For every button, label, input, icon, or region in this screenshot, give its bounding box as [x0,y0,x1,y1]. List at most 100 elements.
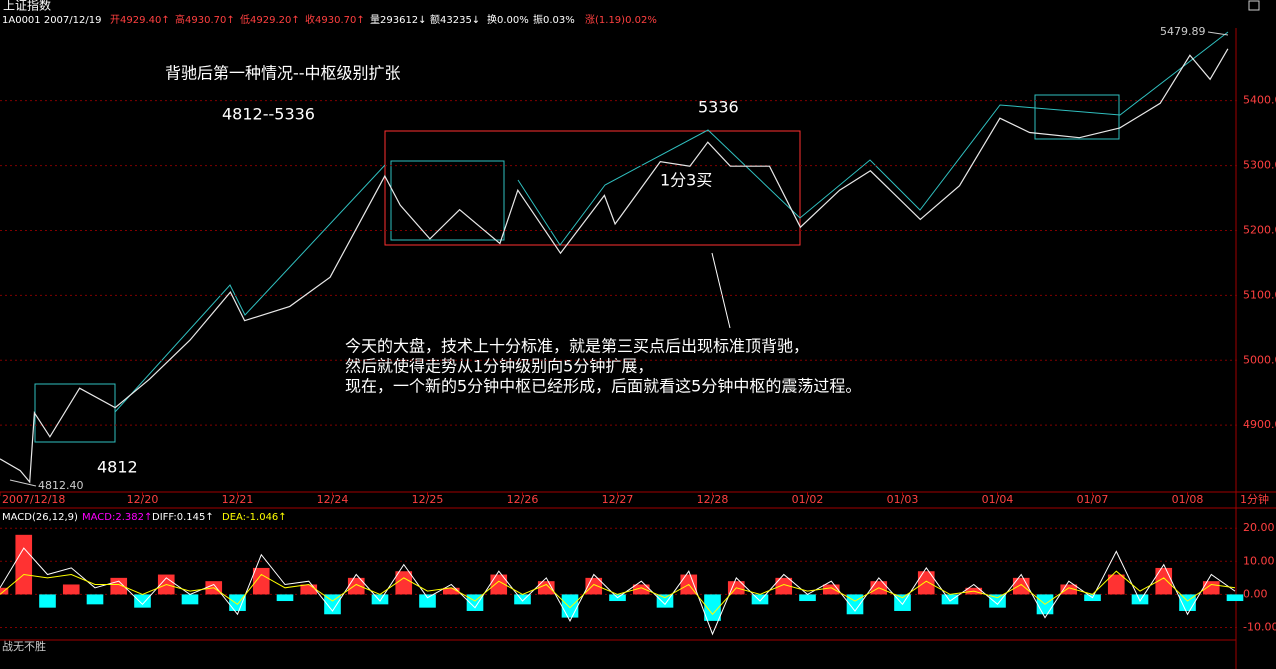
index-title: 上证指数 [3,0,51,13]
x-tick-label: 12/25 [412,493,444,506]
y-tick-label: 5300.0 [1243,159,1276,172]
macd-bar [86,594,104,605]
macd-bar [324,594,341,615]
turnover: 换0.00% [487,13,529,26]
macd-bar [941,594,959,605]
close: 收4930.70↑ [305,13,365,26]
volume: 量293612↓ [370,14,427,26]
macd-bar [894,594,911,611]
macd-bar [846,594,864,615]
macd-bar [371,594,389,605]
macd-bar [751,594,769,605]
x-tick-label: 12/27 [602,493,634,506]
quote-bar: 1A0001 2007/12/19 开4929.40↑ 高4930.70↑ 低4… [2,13,657,26]
legend-entry: MACD:2.382↑ [82,512,152,523]
macd-bar [561,594,579,618]
pointer-line [711,252,731,329]
change: 涨(1.19)0.02% [585,14,657,26]
pivot-box [390,160,505,241]
x-tick-label: 12/20 [127,493,159,506]
low-price: 4812.40 [38,479,84,492]
x-tick-label: 01/07 [1077,493,1109,506]
macd-bar [419,594,436,608]
y-tick-label: 5400.0 [1243,94,1276,107]
comment-line: 现在，一个新的5分钟中枢已经形成，后面就看这5分钟中枢的震荡过程。 [345,377,861,396]
pointer-line [9,479,37,487]
x-tick-label: 12/21 [222,493,254,506]
macd-bar [775,577,793,595]
pointer-line [1207,31,1229,36]
x-tick-label: 12/28 [697,493,729,506]
annotation-low: 4812 [97,458,138,477]
annotation-range: 4812--5336 [222,105,315,124]
x-tick-label: 01/02 [792,493,824,506]
x-tick-label: 01/08 [1172,493,1204,506]
macd-bar [39,594,56,608]
macd-bar [300,584,318,595]
annotation-peak: 5336 [698,98,739,117]
x-tick-label: 2007/12/18 [2,493,65,506]
code-date: 1A0001 2007/12/19 [2,15,101,26]
macd-line [0,570,1236,616]
pivot-box [1034,94,1120,140]
footer: 战无不胜 [2,639,46,653]
trend-line [114,164,386,413]
pivot-box [384,130,801,246]
y-tick-label: 20.00 [1243,521,1275,534]
y-tick-label: 5100.0 [1243,288,1276,301]
macd-bar [181,594,199,605]
comment-line: 今天的大盘，技术上十分标准，就是第三买点后出现标准顶背驰， [345,337,809,356]
price-line [0,48,1229,484]
period-label: 1分钟 [1240,492,1269,506]
y-tick-label: 10.00 [1243,554,1275,567]
amplitude: 振0.03% [533,13,575,26]
x-tick-label: 01/04 [982,493,1014,506]
macd-bar [1155,567,1173,595]
macd-bar [276,594,294,602]
macd-bar [490,574,508,595]
macd-bar [1060,584,1078,595]
y-tick-label: 4900.0 [1243,418,1276,431]
macd-bar [15,534,33,595]
macd-bar [514,594,531,605]
y-tick-label: -10.00 [1243,621,1276,634]
annotation-shapes [9,31,1229,487]
macd-bar [134,594,151,608]
macd-bar [799,594,816,602]
x-tick-label: 12/24 [317,493,349,506]
window-button[interactable] [1248,0,1260,11]
macd-bar [395,571,413,595]
legend-entry: DIFF:0.145↑ [152,512,214,523]
x-tick-label: 12/26 [507,493,539,506]
annotation-buy: 1分3买 [660,171,712,190]
comment-line: 然后就使得走势从1分钟级别向5分钟扩展， [345,357,653,376]
macd-bar [704,594,721,621]
low: 低4929.20↑ [240,13,300,26]
annotation-heading: 背驰后第一种情况--中枢级别扩张 [165,64,401,83]
macd-bar [1131,594,1149,605]
macd-bar [1107,574,1125,595]
open: 开4929.40↑ [110,15,170,26]
trend-line [517,31,1229,246]
macd-bar [442,587,460,595]
macd-line [0,547,1236,636]
y-tick-label: 0.00 [1243,587,1268,600]
macd-bar [989,594,1006,608]
macd-bar [347,577,365,595]
macd-bar [822,584,840,595]
high-price: 5479.89 [1160,25,1206,38]
macd-bar [252,567,270,595]
macd-bar [917,571,935,595]
macd-bar [1226,594,1244,602]
amount: 额43235↓ [430,13,480,26]
macd-params: MACD(26,12,9) [2,512,78,523]
macd-bar [62,584,80,595]
macd-bar [1202,581,1220,595]
high: 高4930.70↑ [175,13,235,26]
macd-bar [632,584,650,595]
title-bar [0,0,1276,12]
legend-entry: DEA:-1.046↑ [222,512,287,523]
